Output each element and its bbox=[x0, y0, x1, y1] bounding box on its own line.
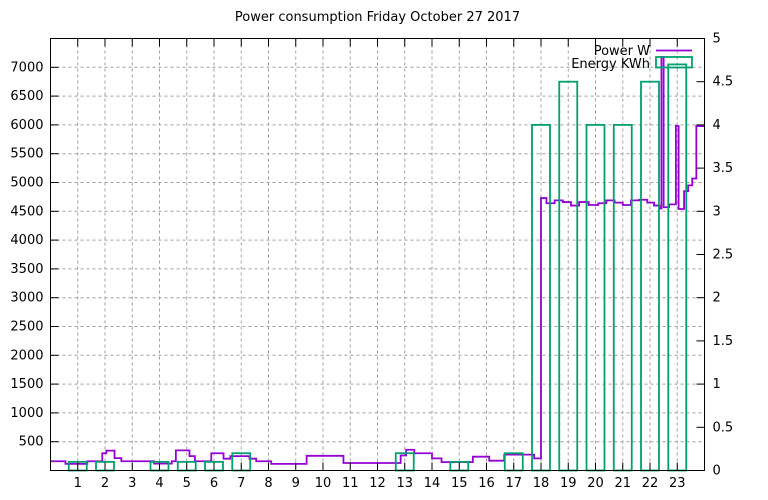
y-left-tick-label: 4000 bbox=[10, 233, 43, 248]
y-right-tick-label: 2 bbox=[713, 291, 721, 306]
x-tick-label: 10 bbox=[315, 476, 332, 491]
x-tick-label: 13 bbox=[396, 476, 413, 491]
x-tick-label: 9 bbox=[292, 476, 300, 491]
x-tick-label: 20 bbox=[587, 476, 604, 491]
x-tick-label: 17 bbox=[505, 476, 522, 491]
x-axis-labels: 1 2 3 4 5 6 7 8 9 10 11 12 13 14 15 16 17 18 19 20 21 22 23 bbox=[74, 476, 686, 491]
y-left-tick-label: 7000 bbox=[10, 60, 43, 75]
y-left-tick-label: 4500 bbox=[10, 204, 43, 219]
y-left-tick-label: 3000 bbox=[10, 291, 43, 306]
y-right-tick-label: 1 bbox=[713, 377, 721, 392]
y-left-tick-label: 1500 bbox=[10, 377, 43, 392]
axes bbox=[50, 38, 705, 471]
y-right-tick-label: 3 bbox=[713, 204, 721, 219]
x-tick-label: 7 bbox=[237, 476, 245, 491]
x-tick-label: 5 bbox=[183, 476, 191, 491]
y-right-tick-label: 2.5 bbox=[713, 248, 734, 263]
y-left-tick-label: 6000 bbox=[10, 118, 43, 133]
y-left-tick-label: 500 bbox=[19, 435, 44, 450]
y-left-labels: 500 1000 1500 2000 2500 3000 3500 4000 4500 5000 5… bbox=[10, 60, 43, 449]
y-right-tick-label: 1.5 bbox=[713, 334, 734, 349]
x-tick-label: 2 bbox=[101, 476, 109, 491]
x-tick-label: 12 bbox=[369, 476, 386, 491]
y-right-tick-label: 0.5 bbox=[713, 420, 734, 435]
y-left-tick-label: 6500 bbox=[10, 89, 43, 104]
x-tick-label: 16 bbox=[478, 476, 495, 491]
y-left-tick-label: 2500 bbox=[10, 320, 43, 335]
legend-label-energy: Energy KWh bbox=[571, 57, 650, 72]
y-right-tick-label: 0 bbox=[713, 464, 721, 479]
x-tick-label: 1 bbox=[74, 476, 82, 491]
legend-energy-box-sample bbox=[655, 56, 693, 69]
x-tick-label: 18 bbox=[533, 476, 550, 491]
x-tick-label: 8 bbox=[264, 476, 272, 491]
x-tick-label: 4 bbox=[155, 476, 163, 491]
y-right-tick-label: 3.5 bbox=[713, 161, 734, 176]
chart-title: Power consumption Friday October 27 2017 bbox=[235, 10, 520, 25]
grid-lines bbox=[50, 38, 705, 471]
x-tick-label: 11 bbox=[342, 476, 359, 491]
x-tick-label: 21 bbox=[614, 476, 631, 491]
y-left-tick-label: 1000 bbox=[10, 406, 43, 421]
legend-label-power: Power W bbox=[594, 44, 650, 59]
x-tick-label: 22 bbox=[642, 476, 659, 491]
x-tick-label: 23 bbox=[669, 476, 686, 491]
x-tick-label: 3 bbox=[128, 476, 136, 491]
y-left-tick-label: 5500 bbox=[10, 147, 43, 162]
y-left-tick-label: 5000 bbox=[10, 176, 43, 191]
y-right-tick-label: 5 bbox=[713, 32, 721, 47]
y-right-labels: 0 0.5 1 1.5 2 2.5 3 3.5 4 4.5 5 bbox=[713, 32, 734, 479]
y-right-tick-label: 4 bbox=[713, 118, 721, 133]
x-tick-label: 14 bbox=[424, 476, 441, 491]
x-tick-label: 15 bbox=[451, 476, 468, 491]
y-left-tick-label: 3500 bbox=[10, 262, 43, 277]
y-right-tick-label: 4.5 bbox=[713, 75, 734, 90]
x-tick-label: 6 bbox=[210, 476, 218, 491]
y-left-tick-label: 2000 bbox=[10, 348, 43, 363]
x-tick-label: 19 bbox=[560, 476, 577, 491]
